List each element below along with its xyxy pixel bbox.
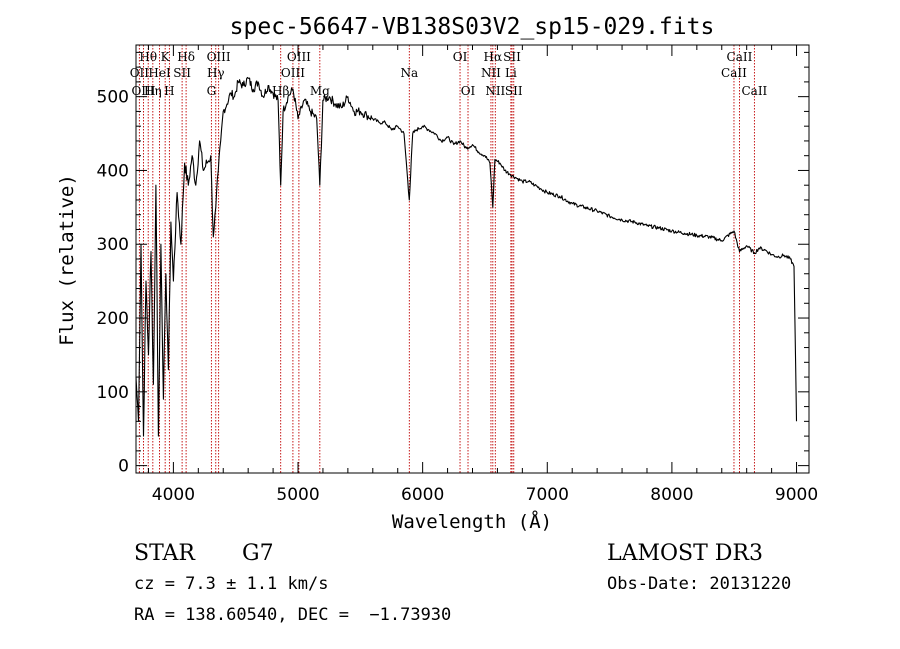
line-label-oiii: OIII	[281, 66, 305, 80]
x-axis-label: Wavelength (Å)	[392, 510, 552, 533]
line-label-hα: Hα	[484, 50, 503, 64]
line-label-oii: OII	[130, 66, 150, 80]
line-label-nii: NII	[485, 84, 505, 98]
spectrum-series-line	[135, 76, 798, 437]
line-label-hei: HeI	[148, 66, 171, 80]
obs-date-text: Obs-Date: 20131220	[607, 574, 791, 594]
line-label-caii: CaII	[727, 50, 753, 64]
redshift-text: cz = 7.3 ± 1.1 km/s	[134, 574, 328, 594]
y-tick-label: 0	[118, 457, 129, 477]
line-label-oiii: OIII	[287, 50, 311, 64]
y-tick-label: 100	[97, 383, 129, 403]
object-type: STAR	[134, 541, 196, 566]
chart-title: spec-56647-VB138S03V2_sp15-029.fits	[230, 14, 715, 40]
line-label-oiii: OIII	[207, 50, 231, 64]
line-label-caii: CaII	[721, 66, 747, 80]
survey-name: LAMOST DR3	[607, 541, 763, 566]
object-subclass: G7	[242, 541, 274, 566]
spectral-line-markers	[138, 45, 755, 473]
x-tick-label: 4000	[152, 485, 195, 505]
coordinates-text: RA = 138.60540, DEC = −1.73930	[134, 605, 451, 625]
x-tick-label: 9000	[775, 485, 818, 505]
line-label-oi: OI	[453, 50, 468, 64]
line-label-hη: Hη	[144, 84, 162, 98]
line-label-g: G	[207, 84, 217, 98]
line-label-sii: SII	[173, 66, 191, 80]
line-label-sii: SII	[505, 84, 523, 98]
line-label-na: Na	[400, 66, 418, 80]
y-tick-label: 500	[97, 88, 129, 108]
line-label-oiii: OIII	[131, 84, 155, 98]
line-label-oi: OI	[461, 84, 476, 98]
x-tick-label: 7000	[526, 485, 569, 505]
plot-frame	[135, 44, 810, 474]
line-label-h: H	[164, 84, 174, 98]
line-label-caii: CaII	[741, 84, 767, 98]
line-label-nii: NII	[481, 66, 501, 80]
y-tick-label: 200	[97, 309, 129, 329]
axis-ticks: 4000 5000 6000 7000 8000 9000 0 100 200 300 400 500	[97, 45, 818, 505]
line-label-mg: Mg	[310, 84, 330, 98]
x-tick-label: 8000	[650, 485, 693, 505]
line-label-hβ: Hβ	[272, 84, 289, 98]
x-tick-label: 6000	[401, 485, 444, 505]
line-label-hθ: Hθ	[139, 50, 157, 64]
line-label-sii: SII	[503, 50, 521, 64]
y-tick-label: 300	[97, 235, 129, 255]
line-label-hγ: Hγ	[207, 66, 225, 80]
y-axis-label: Flux (relative)	[56, 174, 78, 346]
line-label-k: K	[161, 50, 171, 64]
x-tick-label: 5000	[276, 485, 319, 505]
y-tick-label: 400	[97, 161, 129, 181]
line-label-li: Li	[505, 66, 517, 80]
line-label-hδ: Hδ	[177, 50, 195, 64]
